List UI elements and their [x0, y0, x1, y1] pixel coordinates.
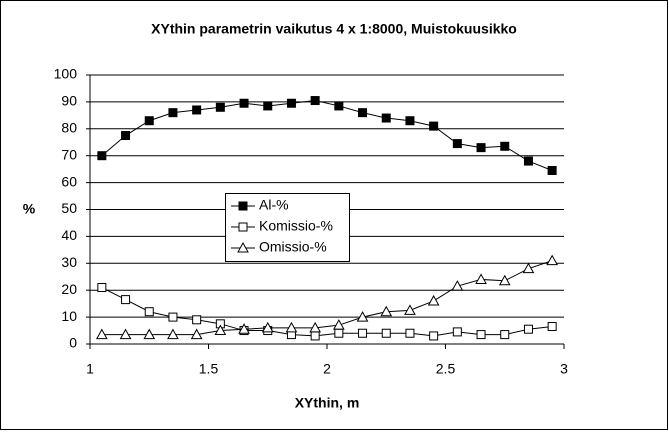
- y-tick-label: 30: [61, 254, 77, 270]
- y-axis-label: %: [23, 201, 36, 217]
- point: [475, 273, 487, 284]
- point: [121, 131, 131, 141]
- y-tick-label: 70: [61, 146, 77, 162]
- point: [96, 328, 108, 340]
- point: [334, 328, 344, 338]
- y-tick-label: 40: [61, 227, 77, 243]
- point: [168, 312, 178, 322]
- point: [215, 102, 225, 112]
- legend: Al-% Komissio-% Omissio-%: [225, 193, 350, 262]
- point: [498, 274, 511, 286]
- point: [261, 321, 274, 333]
- point: [452, 139, 462, 149]
- y-tick-label: 100: [54, 66, 78, 82]
- point: [192, 315, 202, 325]
- legend-label: Komissio-%: [259, 218, 333, 234]
- y-tick-label: 60: [61, 173, 77, 189]
- point: [167, 328, 179, 340]
- y-tick-label: 50: [61, 200, 77, 216]
- legend-label: Al-%: [259, 197, 289, 213]
- point: [429, 331, 439, 341]
- point: [427, 294, 440, 306]
- point: [523, 156, 533, 166]
- y-tick-label: 20: [61, 281, 77, 297]
- point: [214, 324, 227, 336]
- point: [143, 328, 156, 340]
- point: [381, 113, 391, 123]
- legend-marker: [238, 201, 248, 211]
- point: [144, 307, 154, 317]
- point: [285, 321, 298, 333]
- point: [404, 304, 416, 315]
- point: [500, 141, 510, 151]
- point: [356, 311, 369, 322]
- point: [405, 116, 415, 126]
- point: [238, 323, 250, 334]
- point: [119, 328, 132, 340]
- point: [405, 328, 415, 338]
- point: [310, 331, 320, 341]
- point: [500, 330, 510, 340]
- point: [334, 101, 344, 111]
- point: [451, 280, 464, 291]
- point: [97, 283, 107, 293]
- point: [97, 151, 107, 161]
- point: [263, 101, 273, 111]
- point: [380, 305, 393, 317]
- point: [476, 143, 486, 153]
- point: [333, 319, 345, 330]
- point: [144, 116, 154, 126]
- x-tick-label: 1.5: [199, 361, 219, 377]
- x-tick-label: 2.5: [436, 361, 456, 377]
- point: [547, 165, 557, 175]
- point: [310, 96, 320, 106]
- point: [190, 328, 203, 340]
- point: [168, 108, 178, 118]
- point: [547, 322, 557, 332]
- point: [523, 324, 533, 334]
- point: [239, 98, 249, 108]
- point: [358, 108, 368, 118]
- legend-marker: [238, 222, 248, 232]
- point: [429, 121, 439, 131]
- point: [476, 330, 486, 340]
- legend-label: Omissio-%: [259, 239, 327, 255]
- x-tick-label: 2: [323, 361, 331, 377]
- x-axis-label: XYthin, m: [295, 395, 360, 411]
- point: [309, 321, 321, 333]
- point: [381, 328, 391, 338]
- chart-title: XYthin parametrin vaikutus 4 x 1:8000, M…: [151, 21, 517, 37]
- y-tick-label: 10: [61, 308, 77, 324]
- point: [286, 98, 296, 108]
- point: [546, 254, 558, 266]
- point: [121, 295, 131, 305]
- point: [192, 105, 202, 115]
- y-tick-label: 80: [61, 120, 77, 136]
- y-tick-label: 0: [69, 335, 77, 351]
- legend-marker: [237, 241, 249, 253]
- point: [522, 262, 535, 274]
- point: [358, 328, 368, 338]
- x-tick-label: 3: [560, 361, 568, 377]
- x-tick-label: 1: [86, 361, 94, 377]
- point: [452, 327, 462, 337]
- y-tick-label: 90: [61, 93, 77, 109]
